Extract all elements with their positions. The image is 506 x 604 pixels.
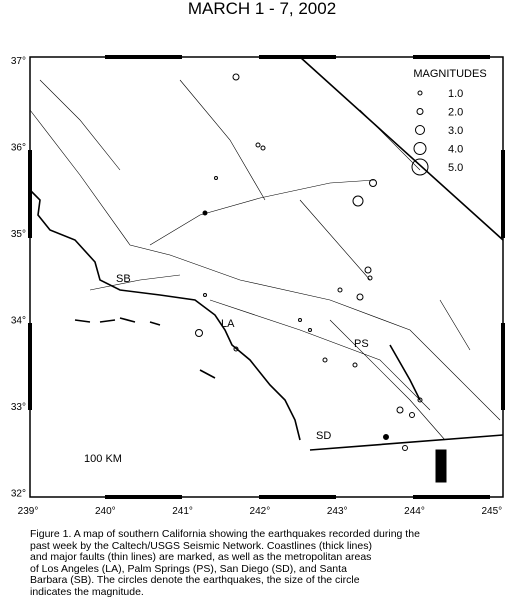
y-axis-label: 37° (11, 56, 26, 67)
legend-label: 3.0 (448, 125, 463, 137)
legend-label: 2.0 (448, 107, 463, 119)
legend-title: MAGNITUDES (413, 68, 486, 80)
place-labels: SB LA PS SD (116, 273, 369, 442)
caption-line: Barbara (SB). The circles denote the ear… (30, 574, 360, 586)
legend: 1.0 2.0 3.0 4.0 5.0 (411, 88, 463, 176)
legend-symbol (415, 125, 425, 135)
x-axis-label: 239° (18, 506, 39, 517)
scale-label: 100 KM (84, 453, 122, 465)
caption: Figure 1. A map of southern California s… (30, 528, 500, 598)
map-frame (29, 56, 504, 498)
y-axis-label: 36° (11, 143, 26, 154)
x-axis-label: 245° (481, 506, 502, 517)
legend-label: 5.0 (448, 162, 463, 174)
legend-symbol (413, 142, 427, 155)
map-title: MARCH 1 - 7, 2002 (188, 0, 336, 18)
frame-ticks (28, 55, 505, 499)
x-axis-label: 240° (95, 506, 116, 517)
y-axis-label: 33° (11, 402, 26, 413)
legend-symbol (417, 90, 423, 96)
earthquakes (195, 73, 447, 483)
place-label: SD (316, 430, 331, 442)
coastlines (29, 56, 504, 451)
caption-line: past week by the Caltech/USGS Seismic Ne… (30, 539, 372, 552)
x-axis-labels: 239° 240° 241° 242° 243° 244° 245° (18, 506, 502, 517)
place-label: LA (221, 318, 235, 330)
y-axis-labels: 37° 36° 35° 34° 33° 32° (11, 56, 26, 500)
place-label: SB (116, 273, 131, 285)
legend-symbol (411, 158, 429, 176)
y-axis-label: 32° (11, 489, 26, 500)
faults (29, 79, 501, 441)
y-axis-label: 34° (11, 316, 26, 327)
caption-line: indicates the magnitude. (30, 585, 144, 598)
x-axis-label: 241° (172, 506, 193, 517)
caption-line: Figure 1. A map of southern California s… (30, 528, 420, 540)
caption-line: of Los Angeles (LA), Palm Springs (PS), … (30, 562, 347, 575)
x-axis-label: 242° (250, 506, 271, 517)
legend-label: 1.0 (448, 88, 463, 100)
legend-label: 4.0 (448, 144, 463, 156)
legend-symbol (416, 108, 424, 115)
map: MARCH 1 - 7, 2002 239° 240° 241° 242° 243° 24… (11, 0, 505, 517)
caption-line: and major faults (thin lines) are marked… (30, 551, 372, 563)
y-axis-label: 35° (11, 229, 26, 240)
place-label: PS (354, 338, 369, 350)
x-axis-label: 244° (404, 506, 425, 517)
x-axis-label: 243° (327, 506, 348, 517)
